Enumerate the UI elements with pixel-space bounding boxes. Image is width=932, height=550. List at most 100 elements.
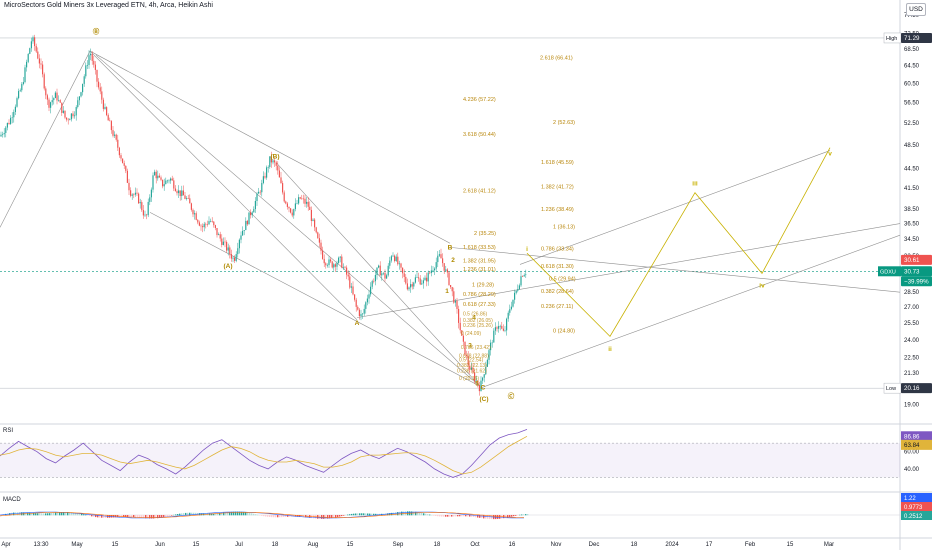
candle-body [522, 276, 524, 277]
high-label: High [886, 36, 897, 42]
macd-histogram-bar [267, 515, 269, 517]
low-value-badge-bg [901, 383, 932, 394]
candle-body [520, 276, 522, 286]
candle-body [461, 330, 463, 336]
candle-body [155, 171, 157, 179]
candle-body [98, 81, 100, 88]
x-tick-label: 16 [509, 542, 516, 548]
candle-body [488, 350, 490, 360]
macd-histogram-bar [113, 515, 115, 518]
candle-body [243, 230, 245, 231]
wave-label: i [526, 246, 528, 253]
macd-histogram-bar [373, 513, 375, 516]
macd-histogram-bar [185, 512, 187, 516]
wave-label: (B) [270, 153, 279, 160]
rsi-pane-label: RSI [3, 428, 14, 434]
macd-histogram-bar [35, 513, 37, 516]
candle-body [78, 96, 80, 101]
candle-body [147, 201, 149, 216]
candle-body [138, 193, 140, 204]
candle-body [34, 37, 36, 47]
candle-body [187, 198, 189, 199]
macd-histogram-bar [513, 515, 515, 517]
candle-body [406, 283, 408, 290]
macd-histogram-bar [169, 515, 171, 517]
candle-body [403, 273, 405, 277]
price-top-badge: 30.61 [904, 257, 920, 264]
rsi-band [0, 443, 900, 478]
candle-body [238, 239, 240, 249]
candle-body [157, 175, 159, 179]
candle-body [304, 198, 306, 204]
candle-body [227, 247, 229, 251]
candle-body [53, 98, 55, 101]
candle-body [235, 254, 237, 261]
candle-body [451, 287, 453, 292]
candle-body [24, 67, 26, 83]
macd-histogram-bar [421, 512, 423, 516]
macd-histogram-bar [235, 511, 237, 516]
macd-histogram-bar [161, 515, 163, 518]
candle-body [99, 87, 101, 92]
candle-body [341, 256, 343, 268]
macd-histogram-bar [47, 513, 49, 516]
candle-body [494, 327, 496, 331]
macd-histogram-bar [211, 513, 213, 516]
candle-body [507, 312, 509, 319]
candle-body [85, 65, 87, 77]
candle-body [294, 203, 296, 210]
candle-body [402, 267, 404, 274]
rsi-tick-label: 60.00 [904, 450, 920, 456]
candle-body [482, 377, 484, 381]
candle-body [486, 359, 488, 367]
rsi-series-line [0, 429, 528, 478]
candle-body [221, 238, 223, 245]
candle-body [237, 248, 239, 255]
macd-histogram-bar [191, 512, 193, 516]
macd-histogram-bar [241, 511, 243, 516]
candle-body [210, 220, 212, 222]
candle-body [291, 212, 293, 216]
candle-body [422, 280, 424, 284]
candle-body [203, 223, 205, 228]
macd-histogram-bar [397, 512, 399, 516]
candle-body [371, 281, 373, 287]
candle-body [430, 270, 432, 273]
candle-body [509, 309, 511, 313]
candle-body [66, 117, 68, 120]
candle-body [123, 163, 125, 166]
candle-body [32, 37, 34, 42]
macd-histogram-bar [299, 515, 301, 517]
macd-value-badge: 1.22 [904, 496, 916, 502]
macd-histogram-bar [343, 515, 345, 516]
currency-button[interactable]: USD [906, 3, 926, 16]
fib-level-label: 1.236 (31.01) [463, 267, 496, 273]
candle-body [301, 198, 303, 200]
candle-body [296, 203, 298, 205]
macd-histogram-bar [331, 515, 333, 519]
x-tick-label: May [71, 542, 82, 548]
macd-histogram-bar [139, 515, 141, 518]
x-tick-label: Oct [470, 542, 480, 548]
macd-histogram-bar [251, 513, 253, 516]
fib-level-label: 2.618 (41.12) [463, 189, 496, 195]
candle-body [448, 272, 450, 286]
candle-body [478, 385, 480, 392]
macd-histogram-bar [129, 515, 131, 517]
candle-body [315, 227, 317, 233]
macd-histogram-bar [121, 515, 123, 517]
macd-histogram-bar [333, 515, 335, 518]
candle-body [170, 178, 172, 181]
macd-histogram-bar [327, 515, 329, 519]
candle-body [77, 100, 79, 108]
macd-histogram-bar [213, 513, 215, 516]
candle-body [165, 180, 167, 185]
candle-body [70, 113, 72, 120]
candle-body [29, 48, 31, 54]
x-tick-label: Apr [1, 542, 10, 548]
candle-body [258, 191, 260, 194]
candle-body [5, 127, 7, 133]
y-tick-label: 68.50 [904, 47, 920, 53]
rsi-ma-badge-bg [901, 439, 932, 450]
